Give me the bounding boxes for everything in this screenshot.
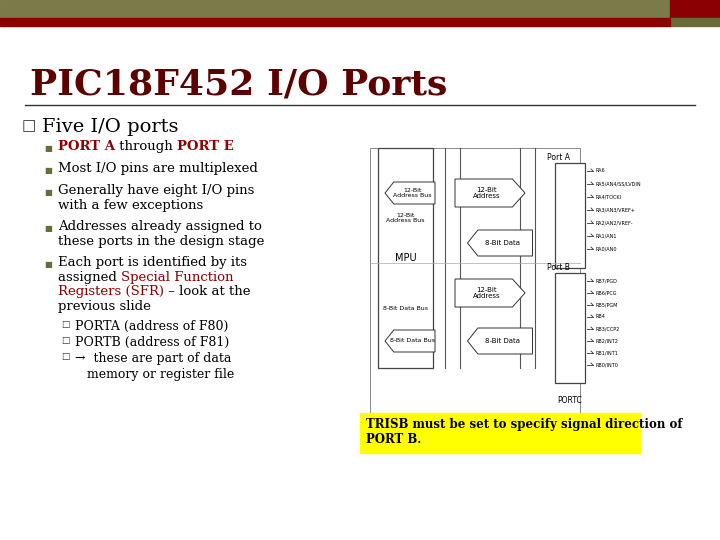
- Text: previous slide: previous slide: [58, 300, 151, 313]
- Text: memory or register file: memory or register file: [87, 368, 234, 381]
- Polygon shape: [385, 182, 435, 204]
- Bar: [378, 148, 433, 368]
- Polygon shape: [467, 328, 533, 354]
- Text: ■: ■: [44, 224, 52, 233]
- Text: PORTD: PORTD: [557, 414, 583, 423]
- Text: Most I/O pins are multiplexed: Most I/O pins are multiplexed: [58, 162, 258, 175]
- Text: MPU: MPU: [395, 253, 416, 263]
- Text: PORT E: PORT E: [177, 140, 234, 153]
- Text: □: □: [61, 320, 70, 329]
- Text: Each port is identified by its: Each port is identified by its: [58, 256, 247, 269]
- Polygon shape: [385, 330, 435, 352]
- Text: RB5/PGM: RB5/PGM: [595, 302, 617, 307]
- Text: 8-Bit Data: 8-Bit Data: [485, 240, 520, 246]
- Bar: [360, 413, 640, 453]
- Text: 8-Bit Data: 8-Bit Data: [485, 338, 520, 344]
- Text: RA1/AN1: RA1/AN1: [595, 233, 616, 239]
- Text: Five I/O ports: Five I/O ports: [42, 118, 179, 136]
- Text: – look at the: – look at the: [164, 286, 251, 299]
- Text: RB6/PCG: RB6/PCG: [595, 291, 616, 295]
- Text: assigned: assigned: [58, 271, 121, 284]
- Text: RB1/INT1: RB1/INT1: [595, 350, 618, 355]
- Text: RA3/AN3/VREF+: RA3/AN3/VREF+: [595, 207, 635, 213]
- Polygon shape: [455, 179, 525, 207]
- Bar: [670, 0, 720, 18]
- Text: 8-Bit Data Bus: 8-Bit Data Bus: [390, 339, 435, 343]
- Text: Generally have eight I/O pins: Generally have eight I/O pins: [58, 184, 254, 197]
- Text: Special Function: Special Function: [121, 271, 233, 284]
- Text: RA6: RA6: [595, 168, 605, 173]
- Text: RB3/CCP2: RB3/CCP2: [595, 327, 619, 332]
- Text: PORTA (address of F80): PORTA (address of F80): [75, 320, 228, 333]
- Text: Registers (SFR): Registers (SFR): [58, 286, 164, 299]
- Text: RB7/PGD: RB7/PGD: [595, 279, 617, 284]
- Text: RB0/INT0: RB0/INT0: [595, 362, 618, 368]
- Text: 12-Bit
Address: 12-Bit Address: [473, 287, 500, 300]
- Text: □: □: [61, 352, 70, 361]
- Text: □: □: [22, 118, 37, 133]
- Text: PORTE: PORTE: [557, 432, 582, 441]
- Text: 12-Bit
Address: 12-Bit Address: [473, 186, 500, 199]
- Polygon shape: [467, 230, 533, 256]
- Text: Port B: Port B: [547, 263, 570, 272]
- Text: →  these are part of data: → these are part of data: [75, 352, 231, 365]
- Text: PIC18F452 I/O Ports: PIC18F452 I/O Ports: [30, 68, 447, 102]
- Text: with a few exceptions: with a few exceptions: [58, 199, 203, 212]
- Text: RA0/AN0: RA0/AN0: [595, 246, 616, 252]
- Text: ■: ■: [44, 144, 52, 153]
- Bar: [0, 18, 670, 26]
- Text: RA2/AN2/VREF-: RA2/AN2/VREF-: [595, 220, 632, 226]
- Text: TRISB must be set to specify signal direction of
PORT B.: TRISB must be set to specify signal dire…: [366, 418, 683, 446]
- Text: 12-Bit
Address Bus: 12-Bit Address Bus: [393, 187, 431, 198]
- Text: Port A: Port A: [547, 153, 570, 162]
- Bar: [555, 273, 585, 383]
- Text: RA4/TOCKI: RA4/TOCKI: [595, 194, 621, 199]
- Text: ■: ■: [44, 188, 52, 197]
- Text: PORTC: PORTC: [557, 396, 582, 405]
- Text: PORT A: PORT A: [58, 140, 115, 153]
- Text: through: through: [115, 140, 177, 153]
- Text: RB4: RB4: [595, 314, 605, 320]
- Bar: [555, 163, 585, 268]
- Text: □: □: [61, 336, 70, 345]
- Text: these ports in the design stage: these ports in the design stage: [58, 235, 264, 248]
- Bar: [0, 0, 670, 18]
- Text: RB2/INT2: RB2/INT2: [595, 339, 618, 343]
- Text: Addresses already assigned to: Addresses already assigned to: [58, 220, 262, 233]
- Text: PORTB (address of F81): PORTB (address of F81): [75, 336, 229, 349]
- Text: 12-Bit
Address Bus: 12-Bit Address Bus: [386, 213, 425, 224]
- Text: ■: ■: [44, 166, 52, 175]
- Bar: [670, 18, 720, 26]
- Bar: [370, 148, 580, 428]
- Polygon shape: [455, 279, 525, 307]
- Text: 8-Bit Data Bus: 8-Bit Data Bus: [383, 306, 428, 310]
- Text: ■: ■: [44, 260, 52, 269]
- Text: RA5/AN4/SS/LVDIN: RA5/AN4/SS/LVDIN: [595, 181, 641, 186]
